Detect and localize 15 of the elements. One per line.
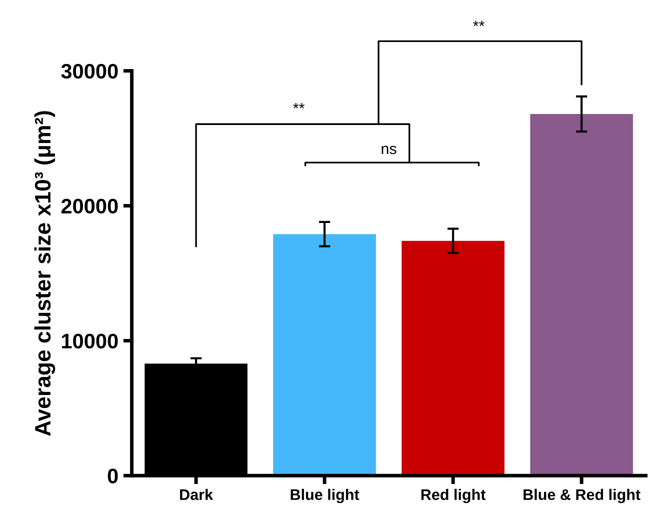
y-tick-label: 10000 — [62, 334, 118, 348]
y-tick-label: 20000 — [61, 198, 118, 214]
x-tick-label: Dark — [180, 488, 214, 500]
bar — [402, 240, 504, 476]
y-tick-label: 30000 — [61, 64, 118, 79]
x-tick-label: Red light — [421, 488, 486, 504]
bar — [273, 234, 376, 476]
y-tick-label: 0 — [108, 468, 118, 484]
x-tick-label: Blue light — [290, 488, 360, 504]
annotation: ** — [293, 103, 305, 108]
annotation: ns — [382, 146, 396, 154]
x-tick-label: Blue & Red light — [524, 488, 640, 504]
bar — [530, 114, 633, 476]
text: ** — [473, 20, 484, 26]
y-axis-title: Average cluster size x10³ (μm²) — [34, 111, 56, 436]
